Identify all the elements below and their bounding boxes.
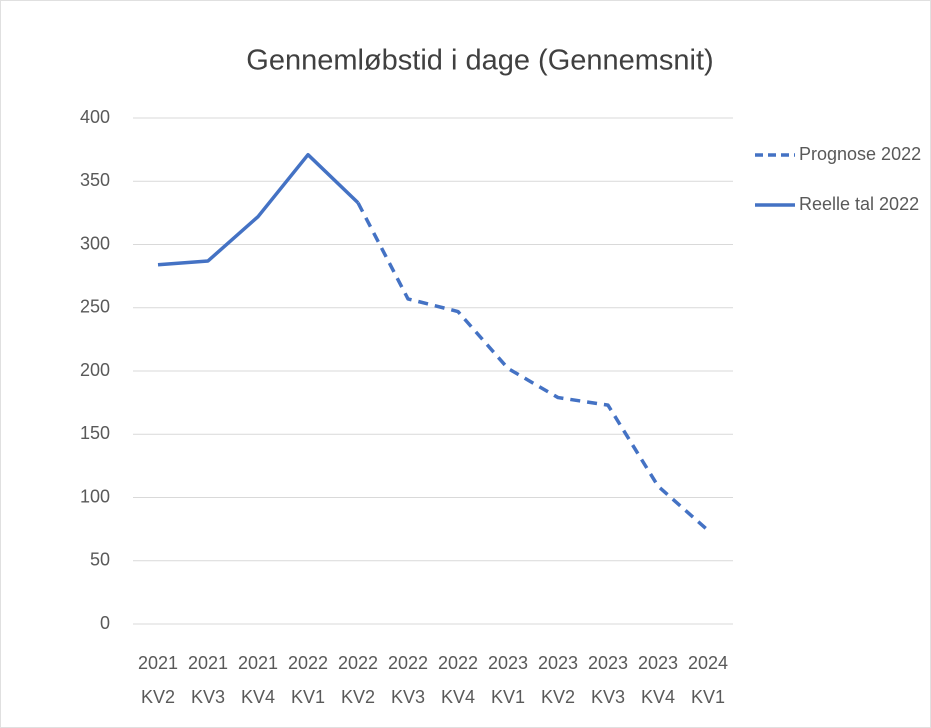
x-tick-label: KV3 [391,687,425,707]
x-tick-label: KV2 [141,687,175,707]
series-line [356,201,710,532]
y-tick-label: 0 [100,613,110,633]
series-line [157,152,360,267]
x-tick-label: KV2 [341,687,375,707]
y-tick-label: 350 [80,170,110,190]
x-tick-label: 2022 [438,653,478,673]
x-tick-label: 2023 [538,653,578,673]
x-tick-label: 2023 [638,653,678,673]
legend-label: Reelle tal 2022 [799,194,919,214]
x-tick-label: KV2 [541,687,575,707]
x-tick-label: KV4 [641,687,675,707]
x-tick-label: 2021 [188,653,228,673]
y-tick-label: 250 [80,297,110,317]
x-tick-label: KV3 [591,687,625,707]
x-tick-label: KV3 [191,687,225,707]
x-tick-label: KV4 [241,687,275,707]
y-tick-label: 200 [80,360,110,380]
y-tick-label: 50 [90,550,110,570]
x-tick-label: 2023 [488,653,528,673]
x-tick-label: 2022 [288,653,328,673]
y-tick-label: 300 [80,233,110,253]
legend-label: Prognose 2022 [799,144,921,164]
chart-title: Gennemløbstid i dage (Gennemsnit) [246,45,713,77]
x-tick-label: 2023 [588,653,628,673]
y-tick-label: 400 [80,107,110,127]
x-tick-label: KV1 [691,687,725,707]
x-tick-label: 2021 [238,653,278,673]
x-tick-label: 2022 [338,653,378,673]
x-tick-label: 2022 [388,653,428,673]
x-tick-label: KV4 [441,687,475,707]
x-tick-label: KV1 [291,687,325,707]
x-tick-label: KV1 [491,687,525,707]
y-tick-label: 100 [80,486,110,506]
x-tick-label: 2024 [688,653,728,673]
y-tick-label: 150 [80,423,110,443]
x-tick-label: 2021 [138,653,178,673]
